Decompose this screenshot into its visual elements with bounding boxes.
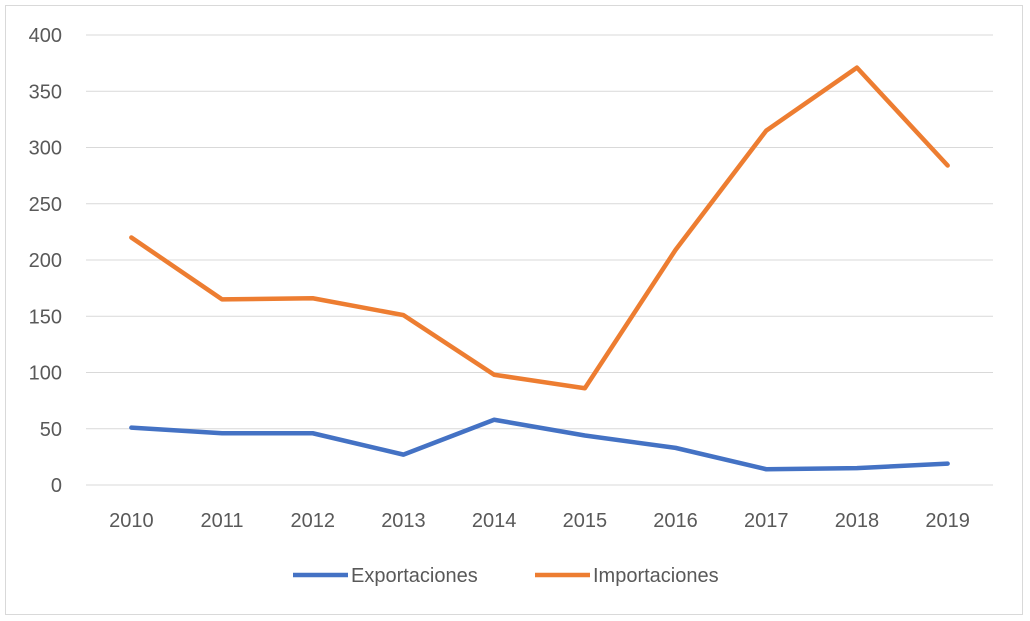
x-tick-label: 2012 [291, 510, 336, 532]
x-tick-label: 2010 [109, 510, 154, 532]
x-tick-label: 2016 [653, 510, 698, 532]
series-line-importaciones [129, 65, 950, 391]
series-line-exportaciones [129, 417, 950, 472]
x-tick-label: 2015 [563, 510, 608, 532]
chart-frame [5, 5, 1023, 615]
x-tick-label: 2011 [201, 510, 244, 532]
x-tick-label: 2018 [835, 510, 880, 532]
y-tick-label: 350 [29, 81, 62, 103]
y-tick-label: 100 [29, 363, 62, 385]
x-tick-label: 2013 [381, 510, 426, 532]
legend-label: Importaciones [593, 565, 719, 587]
y-tick-label: 150 [29, 306, 62, 328]
x-tick-label: 2019 [925, 510, 970, 532]
legend-label: Exportaciones [351, 565, 478, 587]
x-tick-label: 2014 [472, 510, 517, 532]
x-tick-label: 2017 [744, 510, 789, 532]
y-tick-label: 0 [51, 475, 62, 497]
y-tick-label: 300 [29, 138, 62, 160]
y-tick-label: 250 [29, 194, 62, 216]
y-tick-label: 50 [40, 419, 62, 441]
y-tick-label: 400 [29, 25, 62, 47]
y-tick-label: 200 [29, 250, 62, 272]
